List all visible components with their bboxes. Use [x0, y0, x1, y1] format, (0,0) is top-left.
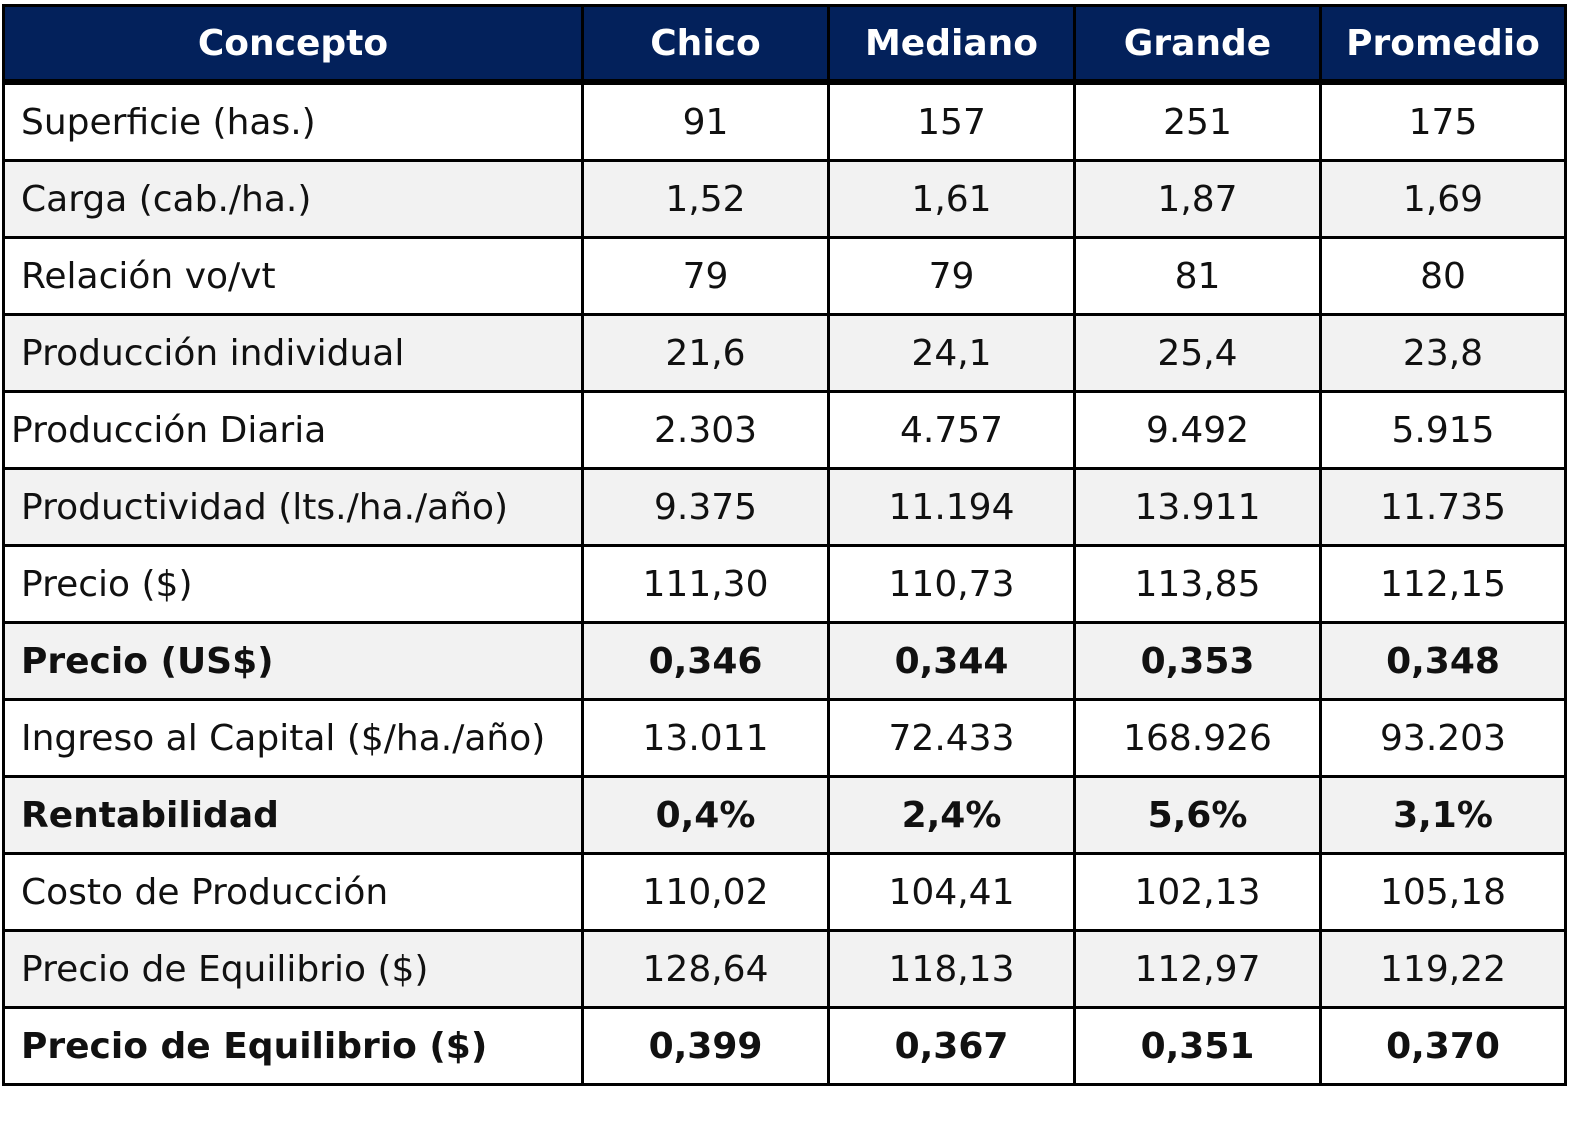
- row-label: Precio ($): [2, 544, 584, 624]
- cell-chico: 79: [581, 236, 830, 316]
- cell-promedio: 23,8: [1319, 313, 1567, 393]
- cell-chico: 111,30: [581, 544, 830, 624]
- cell-promedio: 0,370: [1319, 1006, 1567, 1086]
- row-label: Producción Diaria: [2, 390, 584, 470]
- cell-mediano: 24,1: [827, 313, 1076, 393]
- table-row: Superficie (has.) 91 157 251 175: [2, 80, 1567, 162]
- header-concepto: Concepto: [2, 4, 584, 85]
- cell-mediano: 157: [827, 80, 1076, 162]
- header-chico: Chico: [581, 4, 830, 85]
- row-label: Superficie (has.): [2, 80, 584, 162]
- cell-promedio: 0,348: [1319, 621, 1567, 701]
- cell-chico: 0,399: [581, 1006, 830, 1086]
- cell-mediano: 118,13: [827, 929, 1076, 1009]
- cell-mediano: 79: [827, 236, 1076, 316]
- cell-grande: 81: [1073, 236, 1322, 316]
- cell-chico: 21,6: [581, 313, 830, 393]
- row-label: Producción individual: [2, 313, 584, 393]
- cell-chico: 128,64: [581, 929, 830, 1009]
- cell-mediano: 4.757: [827, 390, 1076, 470]
- cell-mediano: 1,61: [827, 159, 1076, 239]
- row-label: Precio de Equilibrio ($): [2, 929, 584, 1009]
- row-label: Productividad (lts./ha./año): [2, 467, 584, 547]
- table-row: Precio de Equilibrio ($) 0,399 0,367 0,3…: [2, 1006, 1567, 1086]
- header-row: Concepto Chico Mediano Grande Promedio: [2, 4, 1567, 85]
- cell-grande: 251: [1073, 80, 1322, 162]
- table-row: Producción Diaria 2.303 4.757 9.492 5.91…: [2, 390, 1567, 470]
- cell-promedio: 119,22: [1319, 929, 1567, 1009]
- cell-grande: 113,85: [1073, 544, 1322, 624]
- table-row: Carga (cab./ha.) 1,52 1,61 1,87 1,69: [2, 159, 1567, 239]
- table-row: Productividad (lts./ha./año) 9.375 11.19…: [2, 467, 1567, 547]
- table-row: Precio (US$) 0,346 0,344 0,353 0,348: [2, 621, 1567, 701]
- cell-chico: 9.375: [581, 467, 830, 547]
- cell-grande: 112,97: [1073, 929, 1322, 1009]
- row-label: Rentabilidad: [2, 775, 584, 855]
- header-mediano: Mediano: [827, 4, 1076, 85]
- cell-promedio: 175: [1319, 80, 1567, 162]
- cell-mediano: 11.194: [827, 467, 1076, 547]
- header-promedio: Promedio: [1319, 4, 1567, 85]
- row-label: Costo de Producción: [2, 852, 584, 932]
- cost-comparison-table: Concepto Chico Mediano Grande Promedio S…: [2, 4, 1567, 1086]
- cell-chico: 110,02: [581, 852, 830, 932]
- cell-chico: 2.303: [581, 390, 830, 470]
- cell-grande: 13.911: [1073, 467, 1322, 547]
- cell-grande: 0,351: [1073, 1006, 1322, 1086]
- row-label: Ingreso al Capital ($/ha./año): [2, 698, 584, 778]
- cell-mediano: 110,73: [827, 544, 1076, 624]
- row-label: Precio (US$): [2, 621, 584, 701]
- data-table-container: Concepto Chico Mediano Grande Promedio S…: [2, 4, 1567, 1086]
- cell-promedio: 93.203: [1319, 698, 1567, 778]
- cell-chico: 0,4%: [581, 775, 830, 855]
- cell-mediano: 0,344: [827, 621, 1076, 701]
- cell-grande: 25,4: [1073, 313, 1322, 393]
- cell-promedio: 1,69: [1319, 159, 1567, 239]
- cell-mediano: 72.433: [827, 698, 1076, 778]
- cell-promedio: 105,18: [1319, 852, 1567, 932]
- cell-mediano: 2,4%: [827, 775, 1076, 855]
- cell-promedio: 11.735: [1319, 467, 1567, 547]
- header-grande: Grande: [1073, 4, 1322, 85]
- cell-chico: 0,346: [581, 621, 830, 701]
- cell-promedio: 112,15: [1319, 544, 1567, 624]
- cell-mediano: 0,367: [827, 1006, 1076, 1086]
- cell-chico: 91: [581, 80, 830, 162]
- cell-chico: 1,52: [581, 159, 830, 239]
- cell-grande: 9.492: [1073, 390, 1322, 470]
- cell-mediano: 104,41: [827, 852, 1076, 932]
- cell-grande: 168.926: [1073, 698, 1322, 778]
- table-row: Producción individual 21,6 24,1 25,4 23,…: [2, 313, 1567, 393]
- row-label: Relación vo/vt: [2, 236, 584, 316]
- table-row: Rentabilidad 0,4% 2,4% 5,6% 3,1%: [2, 775, 1567, 855]
- table-row: Relación vo/vt 79 79 81 80: [2, 236, 1567, 316]
- table-row: Precio de Equilibrio ($) 128,64 118,13 1…: [2, 929, 1567, 1009]
- cell-grande: 102,13: [1073, 852, 1322, 932]
- row-label: Carga (cab./ha.): [2, 159, 584, 239]
- cell-promedio: 5.915: [1319, 390, 1567, 470]
- cell-promedio: 3,1%: [1319, 775, 1567, 855]
- cell-promedio: 80: [1319, 236, 1567, 316]
- table-row: Costo de Producción 110,02 104,41 102,13…: [2, 852, 1567, 932]
- cell-grande: 1,87: [1073, 159, 1322, 239]
- table-row: Ingreso al Capital ($/ha./año) 13.011 72…: [2, 698, 1567, 778]
- cell-chico: 13.011: [581, 698, 830, 778]
- table-row: Precio ($) 111,30 110,73 113,85 112,15: [2, 544, 1567, 624]
- cell-grande: 5,6%: [1073, 775, 1322, 855]
- cell-grande: 0,353: [1073, 621, 1322, 701]
- row-label: Precio de Equilibrio ($): [2, 1006, 584, 1086]
